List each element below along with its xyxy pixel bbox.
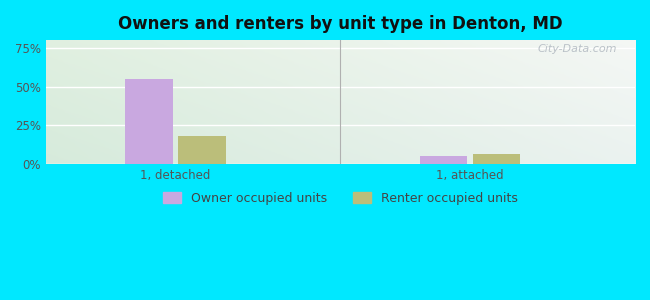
Title: Owners and renters by unit type in Denton, MD: Owners and renters by unit type in Dento… <box>118 15 563 33</box>
Text: City-Data.com: City-Data.com <box>538 44 618 54</box>
Legend: Owner occupied units, Renter occupied units: Owner occupied units, Renter occupied un… <box>158 187 523 210</box>
Bar <box>473 154 520 164</box>
Bar <box>178 136 226 164</box>
Bar <box>125 79 172 164</box>
Bar <box>420 156 467 164</box>
